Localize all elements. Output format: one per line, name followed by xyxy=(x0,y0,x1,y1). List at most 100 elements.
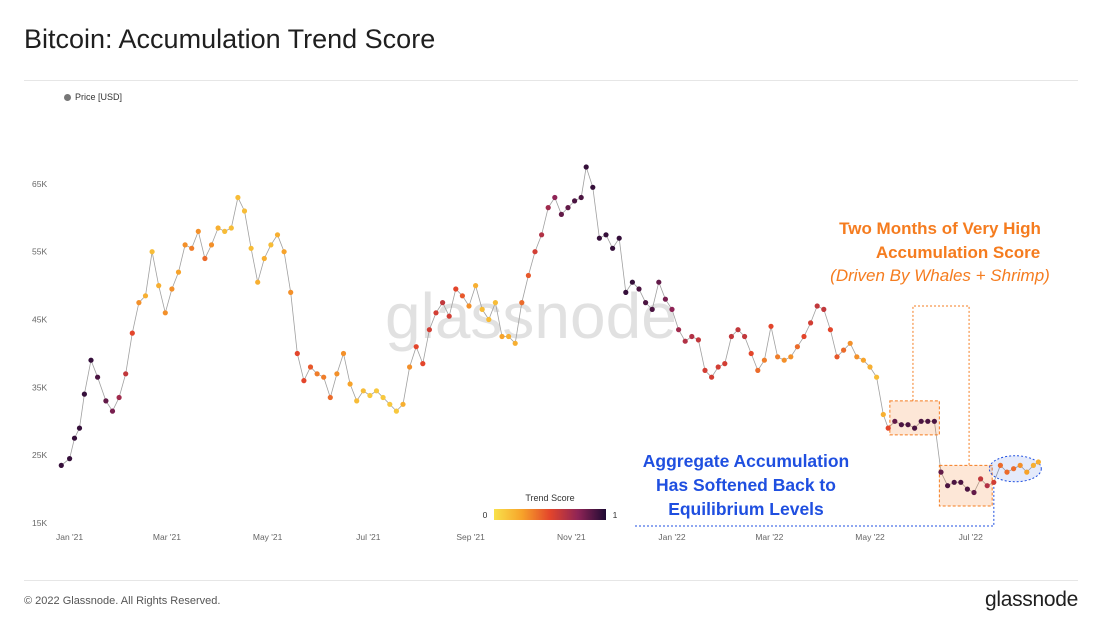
price-point xyxy=(629,279,636,285)
price-point xyxy=(274,232,281,238)
colorbar-max-label: 1 xyxy=(613,510,618,520)
annotation-blue: Aggregate Accumulation Has Softened Back… xyxy=(643,451,849,519)
price-point xyxy=(755,367,761,373)
price-point xyxy=(208,242,215,248)
x-tick-label: Nov '21 xyxy=(557,532,586,542)
price-point xyxy=(918,418,924,424)
price-point xyxy=(81,391,87,397)
price-point xyxy=(722,361,728,367)
price-point xyxy=(58,462,64,468)
price-point xyxy=(761,357,768,363)
price-point xyxy=(189,245,195,251)
price-point xyxy=(532,249,538,255)
price-point xyxy=(775,354,781,360)
legend-series-dot-icon xyxy=(64,93,71,101)
price-point xyxy=(268,242,274,248)
price-point xyxy=(768,323,774,329)
price-point xyxy=(742,333,748,340)
price-point xyxy=(978,476,984,482)
price-point xyxy=(393,408,399,414)
price-point xyxy=(847,340,853,346)
price-point xyxy=(925,418,931,424)
price-point xyxy=(347,381,353,387)
footer-divider xyxy=(24,580,1078,581)
price-point xyxy=(175,269,182,275)
annotation-orange-line-3: (Driven By Whales + Shrimp) xyxy=(830,266,1050,285)
price-point xyxy=(446,313,452,319)
brand-logo[interactable]: glassnode xyxy=(984,588,1078,611)
price-point xyxy=(676,327,682,333)
price-point xyxy=(603,232,609,238)
y-tick-label: 45K xyxy=(32,315,47,325)
price-point xyxy=(1035,459,1041,465)
price-point xyxy=(71,435,78,441)
price-point xyxy=(413,344,419,350)
x-tick-label: May '21 xyxy=(253,532,283,542)
price-point xyxy=(931,418,938,424)
price-point xyxy=(380,394,386,401)
price-point xyxy=(453,286,459,292)
x-tick-label: Jan '21 xyxy=(56,532,83,542)
price-point xyxy=(228,225,234,231)
price-point xyxy=(945,483,951,489)
price-point xyxy=(334,371,340,377)
price-point xyxy=(984,483,990,489)
price-point xyxy=(281,249,287,255)
price-point xyxy=(288,289,294,295)
price-point xyxy=(136,300,142,306)
price-point xyxy=(426,327,432,333)
price-point xyxy=(695,337,702,343)
price-point xyxy=(440,300,446,306)
x-tick-label: Mar '21 xyxy=(153,532,181,542)
price-point xyxy=(971,489,977,496)
y-tick-label: 65K xyxy=(32,179,47,189)
price-point xyxy=(1017,462,1023,468)
price-point xyxy=(709,374,715,380)
colorbar-title: Trend Score xyxy=(525,493,574,503)
price-point xyxy=(623,289,629,295)
y-tick-label: 25K xyxy=(32,450,47,460)
price-point xyxy=(801,333,807,340)
x-tick-label: Mar '22 xyxy=(755,532,783,542)
price-point xyxy=(662,296,669,302)
annotation-orange: Two Months of Very High Accumulation Sco… xyxy=(830,219,1050,285)
price-point xyxy=(643,300,649,306)
x-tick-label: Jul '22 xyxy=(959,532,984,542)
price-point xyxy=(142,293,149,299)
price-point xyxy=(261,255,267,262)
y-tick-label: 15K xyxy=(32,518,47,528)
colorbar-min-label: 0 xyxy=(483,510,488,520)
price-point xyxy=(583,164,589,170)
price-point xyxy=(459,293,465,299)
price-point xyxy=(473,283,479,289)
price-point xyxy=(572,198,578,204)
price-point xyxy=(885,425,891,431)
price-point xyxy=(788,354,794,360)
price-point xyxy=(689,333,695,340)
price-point xyxy=(466,303,472,309)
price-point xyxy=(669,306,675,312)
price-point xyxy=(565,205,571,211)
price-point xyxy=(222,228,228,234)
chart-legend[interactable]: Price [USD] xyxy=(64,92,122,102)
price-point xyxy=(88,357,94,363)
price-point xyxy=(103,398,109,404)
price-point xyxy=(814,303,820,309)
price-point xyxy=(905,422,911,428)
price-point xyxy=(702,367,708,373)
price-point xyxy=(255,279,261,285)
price-point xyxy=(235,194,241,201)
price-point xyxy=(486,316,492,323)
price-point xyxy=(314,371,320,377)
x-tick-label: Jan '22 xyxy=(658,532,685,542)
price-point xyxy=(951,479,957,485)
price-point xyxy=(340,350,347,357)
price-point xyxy=(938,469,944,475)
price-point xyxy=(821,306,827,312)
annotation-blue-line-1: Aggregate Accumulation xyxy=(643,451,849,471)
watermark: glassnode xyxy=(385,280,677,352)
price-point xyxy=(169,286,175,292)
price-point xyxy=(479,306,485,312)
y-axis: 15K 25K 35K 45K 55K 65K xyxy=(32,179,47,528)
